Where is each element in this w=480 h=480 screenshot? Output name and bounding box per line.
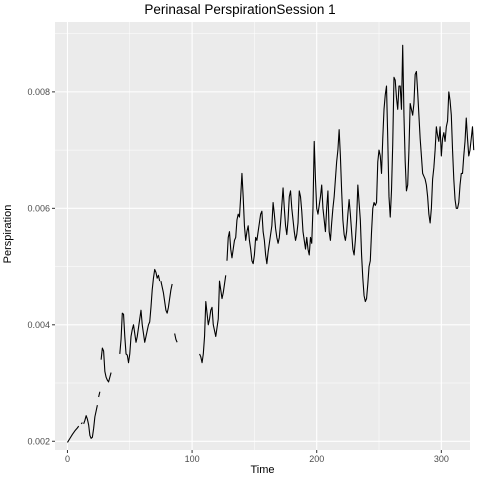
series-line-segment	[98, 391, 101, 398]
series-line-segment	[100, 347, 112, 383]
y-tick-label: 0.006	[27, 203, 50, 213]
x-tick-label: 200	[309, 454, 324, 464]
series-line-segment	[66, 425, 80, 443]
x-tick-label: 0	[65, 454, 70, 464]
y-tick-label: 0.002	[27, 436, 50, 446]
y-tick-label: 0.004	[27, 320, 50, 330]
y-axis-title: Perspiration	[2, 204, 14, 264]
chart-title: Perinasal PerspirationSession 1	[144, 2, 336, 17]
series-line-segment	[80, 422, 83, 425]
series-line-segment	[199, 275, 227, 364]
series-line-segment	[226, 44, 475, 303]
plot-panel	[55, 22, 470, 450]
series-line-segment	[174, 333, 178, 343]
x-tick-label: 300	[434, 454, 449, 464]
series-line-segment	[160, 281, 173, 314]
x-tick-label: 100	[185, 454, 200, 464]
series-line-segment	[83, 405, 98, 439]
series-line-segment	[119, 268, 161, 364]
y-tick-label: 0.008	[27, 87, 50, 97]
x-axis-title: Time	[250, 464, 275, 476]
